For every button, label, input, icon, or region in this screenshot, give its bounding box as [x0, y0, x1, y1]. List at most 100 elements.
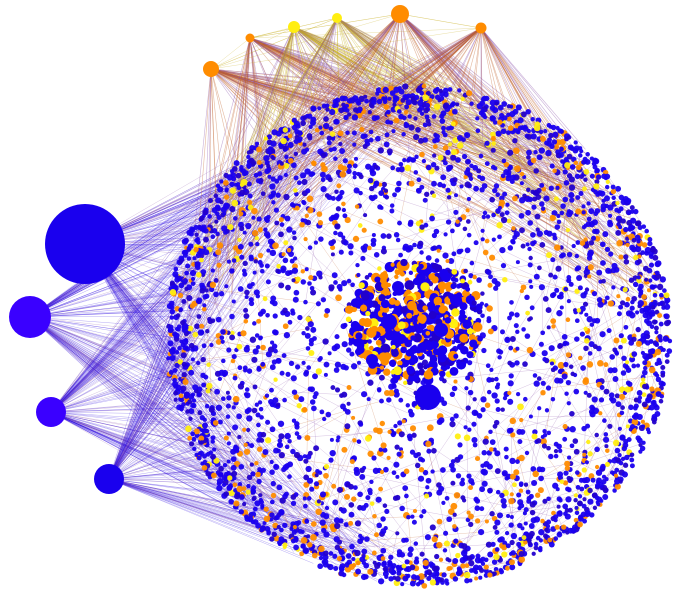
graph-node: [523, 521, 528, 526]
graph-node: [276, 484, 283, 491]
graph-node: [270, 492, 277, 499]
hub-edge: [234, 27, 482, 269]
graph-node: [605, 267, 612, 274]
graph-node: [200, 461, 205, 466]
graph-node: [193, 224, 199, 230]
graph-node: [242, 230, 247, 235]
hub-edge: [50, 164, 238, 413]
graph-node: [197, 410, 203, 416]
cluster-edge: [502, 331, 547, 361]
graph-node: [378, 190, 385, 196]
graph-node: [525, 489, 531, 495]
graph-node: [442, 145, 449, 151]
graph-node: [463, 434, 471, 442]
graph-node: [473, 185, 479, 192]
hub-edge: [50, 320, 174, 413]
graph-node: [187, 435, 193, 441]
graph-node: [504, 476, 510, 481]
cluster-edge: [204, 296, 214, 421]
graph-node: [543, 129, 548, 134]
graph-node: [378, 374, 385, 381]
graph-node: [480, 108, 486, 114]
graph-node: [425, 477, 432, 484]
graph-node: [481, 214, 486, 220]
graph-node: [553, 441, 559, 447]
hub-edge: [210, 68, 320, 138]
graph-node: [320, 185, 327, 193]
graph-node: [440, 174, 447, 181]
graph-node: [485, 363, 491, 369]
graph-node: [224, 284, 229, 289]
graph-node: [520, 111, 527, 118]
graph-node: [619, 410, 625, 416]
graph-node: [498, 199, 506, 206]
graph-node: [594, 317, 601, 324]
graph-node: [367, 245, 372, 251]
graph-node: [492, 571, 497, 577]
graph-node: [510, 432, 516, 438]
graph-node: [338, 249, 344, 255]
hub-edge: [332, 13, 401, 168]
hub-edge: [29, 316, 221, 424]
graph-node: [430, 469, 435, 474]
graph-node: [566, 173, 573, 179]
graph-node: [563, 361, 569, 368]
graph-node: [278, 231, 284, 238]
graph-node: [361, 227, 367, 233]
cluster-edge: [466, 555, 517, 581]
graph-node: [578, 477, 584, 483]
graph-node: [209, 342, 214, 348]
graph-node: [587, 264, 594, 271]
graph-node: [344, 408, 351, 415]
hub-edge: [108, 290, 190, 480]
graph-node: [494, 398, 500, 404]
graph-node: [590, 477, 596, 483]
hub-edge: [29, 191, 271, 318]
graph-node: [628, 310, 634, 316]
hub-edge: [190, 68, 212, 266]
graph-node: [411, 432, 417, 438]
graph-node: [362, 143, 368, 150]
graph-node: [578, 191, 584, 196]
graph-node: [581, 159, 587, 165]
graph-node: [657, 312, 663, 319]
graph-node: [284, 432, 291, 440]
graph-node: [583, 237, 588, 242]
graph-node: [215, 249, 222, 256]
graph-node: [226, 431, 231, 436]
hub-edge: [84, 243, 402, 585]
graph-node: [177, 292, 184, 299]
graph-node: [648, 339, 654, 344]
graph-node: [323, 361, 330, 368]
graph-node: [486, 463, 493, 470]
graph-node: [349, 351, 355, 357]
graph-node: [353, 485, 358, 490]
graph-node: [441, 572, 447, 578]
graph-node: [231, 470, 238, 477]
hub-edge: [399, 13, 567, 175]
graph-node: [215, 404, 223, 411]
graph-node: [311, 405, 317, 412]
graph-node: [248, 297, 254, 303]
graph-node: [460, 563, 466, 569]
graph-node: [576, 308, 582, 313]
graph-node: [396, 180, 402, 187]
graph-node: [237, 481, 243, 487]
graph-node: [328, 147, 334, 153]
graph-node: [175, 313, 181, 318]
cluster-edge: [266, 190, 308, 235]
graph-node: [273, 348, 278, 354]
graph-node: [347, 112, 352, 117]
hub-edge: [218, 27, 482, 267]
graph-node: [303, 548, 309, 554]
hub-edge: [29, 316, 255, 499]
hub-edge: [336, 17, 627, 245]
graph-node: [444, 495, 450, 501]
hub-edge: [468, 27, 482, 114]
graph-node: [496, 512, 504, 519]
cluster-edge: [448, 130, 530, 223]
cluster-edge: [220, 474, 317, 485]
graph-node: [349, 459, 355, 465]
hub-edge: [108, 478, 283, 537]
hub-edge: [336, 17, 503, 112]
